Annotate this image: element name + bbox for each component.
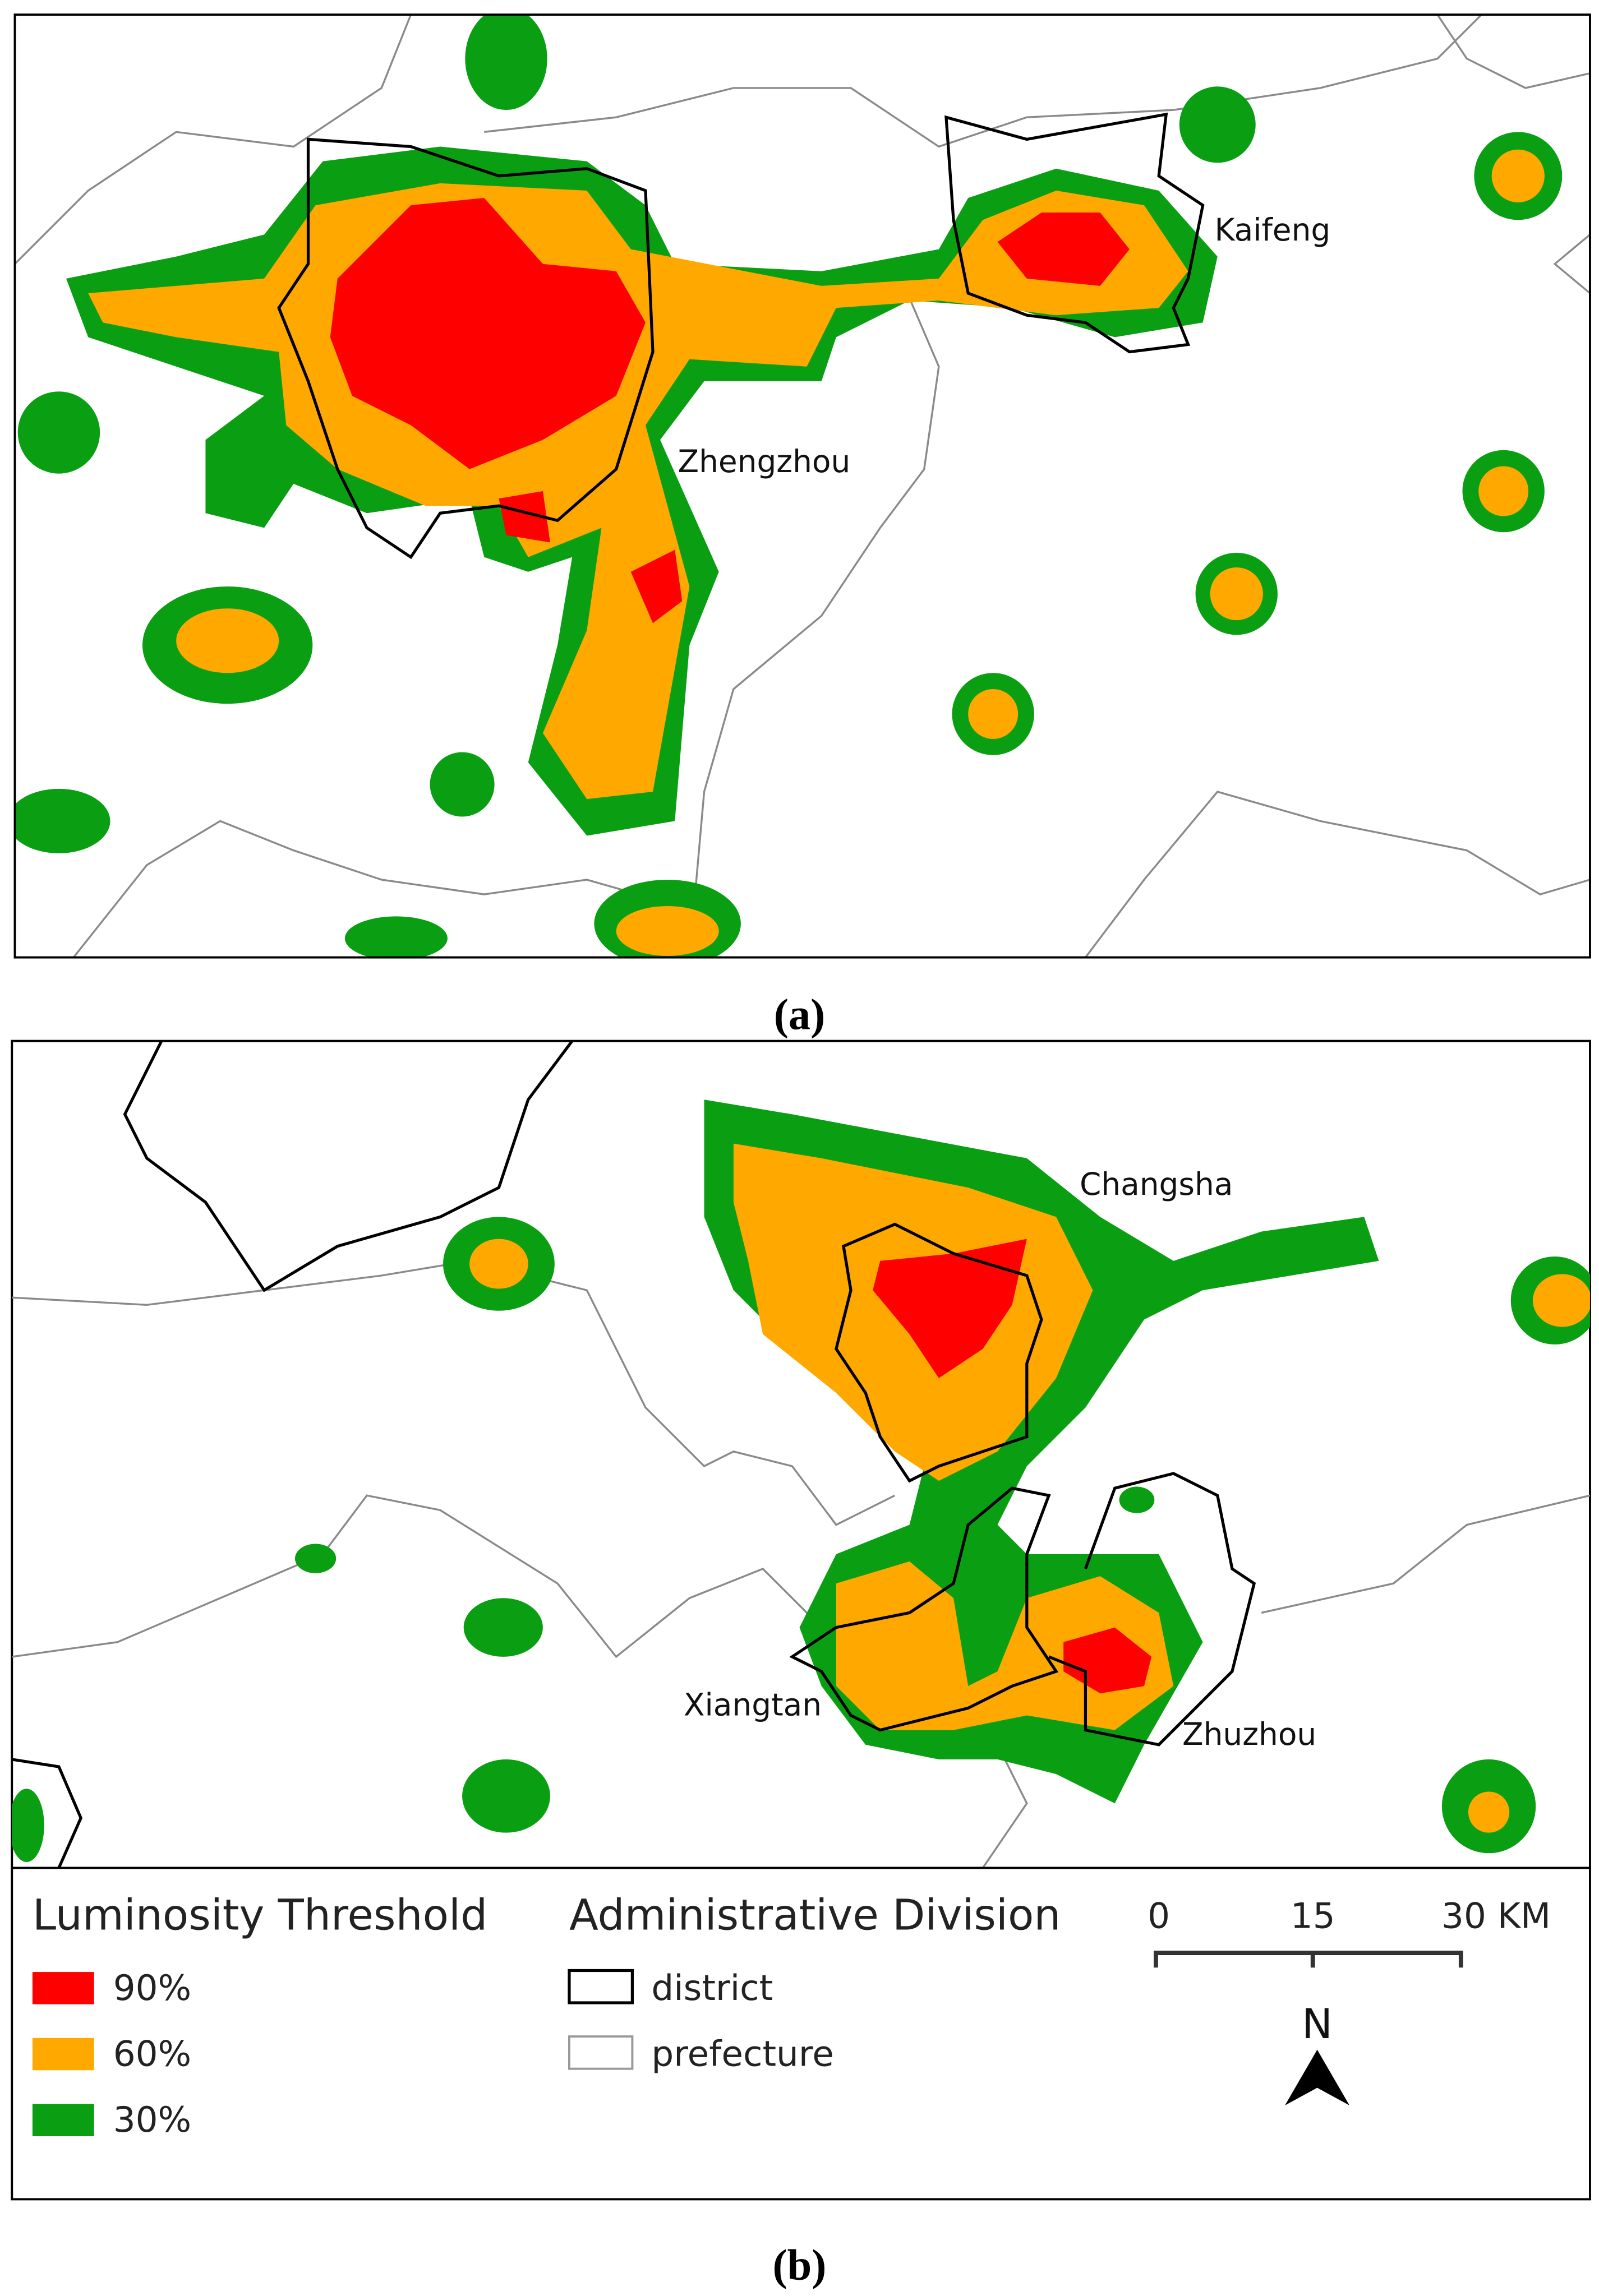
legend-item: 60% (113, 2033, 191, 2074)
legend-item: 30% (113, 2099, 191, 2140)
place-label: Xiangtan (684, 1687, 822, 1722)
place-label: Kaifeng (1215, 212, 1331, 248)
place-label: Zhuzhou (1182, 1716, 1316, 1752)
legend-swatch (568, 2035, 634, 2070)
legend-swatch (568, 1969, 634, 2004)
legend-item: district (651, 1967, 773, 2008)
scale-bar: 0 15 30 KM (1148, 1896, 1551, 1968)
legend-title: Administrative Division (569, 1890, 1061, 1939)
legend-item: 90% (113, 1967, 191, 2008)
north-label: N (1302, 2001, 1333, 2048)
map-a: Zhengzhou Kaifeng (15, 15, 1590, 958)
panel-frame (13, 13, 1591, 959)
place-label: Changsha (1080, 1166, 1233, 1202)
scale-label: 30 KM (1441, 1896, 1551, 1937)
legend-title: Luminosity Threshold (33, 1890, 487, 1939)
legend-swatch (32, 1972, 94, 2004)
panel-label: (b) (773, 2240, 827, 2289)
legend-item: prefecture (651, 2033, 833, 2074)
panel-label: (a) (774, 990, 825, 1039)
scale-label: 0 (1148, 1896, 1170, 1937)
legend-swatch (32, 2038, 94, 2071)
map-b: Changsha Xiangtan Zhuzhou (12, 1041, 1590, 1868)
place-label: Zhengzhou (678, 444, 850, 479)
legend-swatch (32, 2104, 94, 2136)
scale-label: 15 (1291, 1896, 1335, 1937)
legend: Luminosity Threshold 90% 60% 30% Adminis… (32, 1890, 1061, 2140)
north-arrow (1285, 2049, 1350, 2106)
